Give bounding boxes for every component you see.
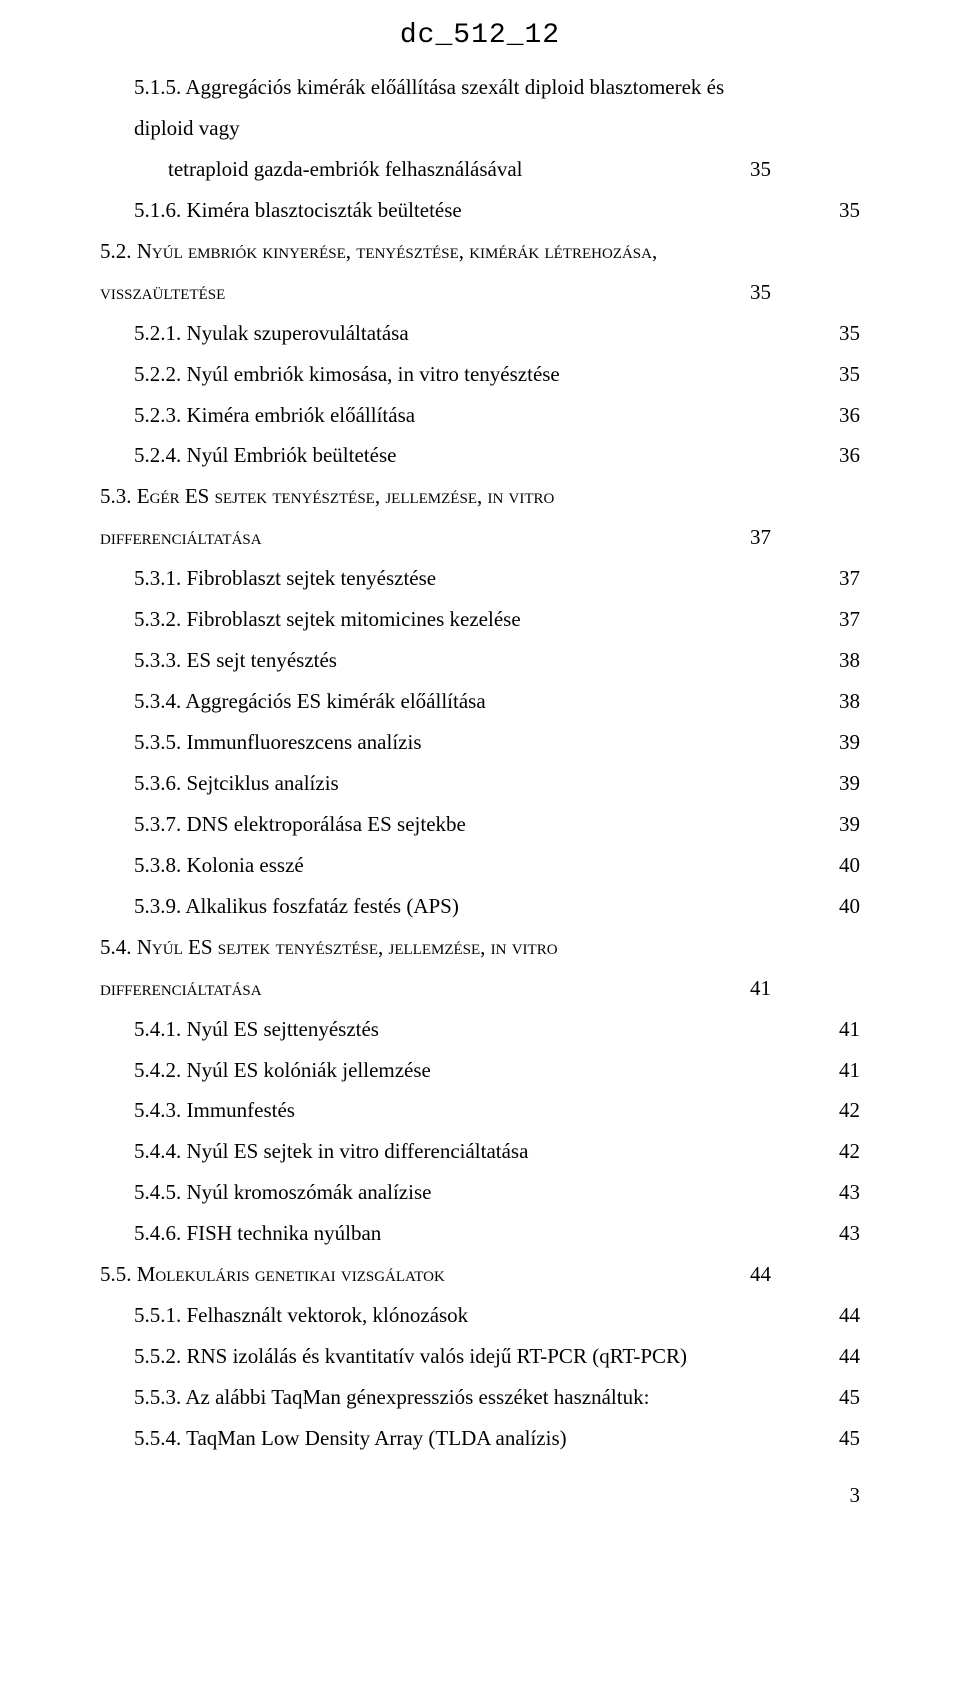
toc-entry-label: 5.3.5. Immunfluoreszcens analízis <box>134 722 750 763</box>
toc-entry: 5.3.1. Fibroblaszt sejtek tenyésztése37 <box>100 558 860 599</box>
toc-entry-page: 45 <box>750 1418 860 1459</box>
toc-entry: 5.3.5. Immunfluoreszcens analízis39 <box>100 722 860 763</box>
toc-entry-label: 5.3.1. Fibroblaszt sejtek tenyésztése <box>134 558 750 599</box>
toc-entry-page: 44 <box>750 1254 860 1295</box>
toc-entry-page: 41 <box>750 1009 860 1050</box>
toc-entry: 5.1.6. Kiméra blasztociszták beültetése3… <box>100 190 860 231</box>
toc-entry-label: 5.4.1. Nyúl ES sejttenyésztés <box>134 1009 750 1050</box>
toc-entry-label: 5.2. Nyúl embriók kinyerése, tenyésztése… <box>100 231 750 272</box>
toc-entry-label: 5.4.2. Nyúl ES kolóniák jellemzése <box>134 1050 750 1091</box>
toc-entry: 5.4.3. Immunfestés42 <box>100 1090 860 1131</box>
toc-entry-label: 5.2.4. Nyúl Embriók beültetése <box>134 435 750 476</box>
toc-entry: 5.5.3. Az alábbi TaqMan génexpressziós e… <box>100 1377 860 1418</box>
toc-entry-label: 5.2.1. Nyulak szuperovuláltatása <box>134 313 750 354</box>
toc-entry-label: 5.4.4. Nyúl ES sejtek in vitro differenc… <box>134 1131 750 1172</box>
toc-entry: 5.5. Molekuláris genetikai vizsgálatok44 <box>100 1254 860 1295</box>
toc-entry-page: 45 <box>750 1377 860 1418</box>
toc-entry: 5.2.4. Nyúl Embriók beültetése36 <box>100 435 860 476</box>
document-page: dc_512_12 5.1.5. Aggregációs kimérák elő… <box>0 0 960 1548</box>
toc-entry-label: 5.3. Egér ES sejtek tenyésztése, jellemz… <box>100 476 750 517</box>
toc-entry: 5.3.7. DNS elektroporálása ES sejtekbe39 <box>100 804 860 845</box>
toc-entry-label: 5.3.6. Sejtciklus analízis <box>134 763 750 804</box>
toc-entry: 5.5.4. TaqMan Low Density Array (TLDA an… <box>100 1418 860 1459</box>
toc-entry-label: 5.3.4. Aggregációs ES kimérák előállítás… <box>134 681 750 722</box>
toc-entry: 5.3.4. Aggregációs ES kimérák előállítás… <box>100 681 860 722</box>
toc-entry-label: 5.4.3. Immunfestés <box>134 1090 750 1131</box>
toc-entry-label: 5.3.2. Fibroblaszt sejtek mitomicines ke… <box>134 599 750 640</box>
document-header: dc_512_12 <box>100 20 860 51</box>
toc-entry: 5.3.6. Sejtciklus analízis39 <box>100 763 860 804</box>
toc-entry: 5.2. Nyúl embriók kinyerése, tenyésztése… <box>100 231 860 272</box>
toc-entry-label: 5.1.5. Aggregációs kimérák előállítása s… <box>134 67 750 149</box>
toc-entry-page: 39 <box>750 804 860 845</box>
toc-entry-page: 42 <box>750 1131 860 1172</box>
toc-entry-label: differenciáltatása <box>100 517 750 558</box>
toc-entry-page: 40 <box>750 845 860 886</box>
toc-entry-page: 35 <box>750 354 860 395</box>
toc-entry-page: 44 <box>750 1336 860 1377</box>
toc-entry: 5.3.8. Kolonia esszé40 <box>100 845 860 886</box>
toc-entry: 5.4.1. Nyúl ES sejttenyésztés41 <box>100 1009 860 1050</box>
toc-entry: 5.1.5. Aggregációs kimérák előállítása s… <box>100 67 860 149</box>
toc-entry-page: 35 <box>750 149 860 190</box>
toc-entry-page: 43 <box>750 1172 860 1213</box>
toc-entry-continuation: tetraploid gazda-embriók felhasználásáva… <box>100 149 860 190</box>
toc-entry-label: 5.3.8. Kolonia esszé <box>134 845 750 886</box>
toc-entry-label: 5.4. Nyúl ES sejtek tenyésztése, jellemz… <box>100 927 750 968</box>
toc-entry-label: tetraploid gazda-embriók felhasználásáva… <box>168 149 750 190</box>
toc-entry-label: 5.5. Molekuláris genetikai vizsgálatok <box>100 1254 750 1295</box>
toc-entry: 5.4.5. Nyúl kromoszómák analízise43 <box>100 1172 860 1213</box>
toc-entry-page: 41 <box>750 1050 860 1091</box>
toc-entry: 5.4.2. Nyúl ES kolóniák jellemzése41 <box>100 1050 860 1091</box>
toc-entry: 5.2.1. Nyulak szuperovuláltatása35 <box>100 313 860 354</box>
toc-entry-label: 5.4.6. FISH technika nyúlban <box>134 1213 750 1254</box>
toc-entry-label: 5.4.5. Nyúl kromoszómák analízise <box>134 1172 750 1213</box>
toc-entry-label: 5.2.2. Nyúl embriók kimosása, in vitro t… <box>134 354 750 395</box>
toc-entry-label: 5.3.7. DNS elektroporálása ES sejtekbe <box>134 804 750 845</box>
toc-entry: 5.5.1. Felhasznált vektorok, klónozások4… <box>100 1295 860 1336</box>
toc-entry-label: 5.5.4. TaqMan Low Density Array (TLDA an… <box>134 1418 750 1459</box>
toc-entry: 5.2.2. Nyúl embriók kimosása, in vitro t… <box>100 354 860 395</box>
toc-entry-page: 38 <box>750 681 860 722</box>
toc-entry-label: 5.5.2. RNS izolálás és kvantitatív valós… <box>134 1336 750 1377</box>
toc-entry-continuation: differenciáltatása37 <box>100 517 860 558</box>
toc-entry: 5.3. Egér ES sejtek tenyésztése, jellemz… <box>100 476 860 517</box>
toc-entry-page: 42 <box>750 1090 860 1131</box>
toc-entry: 5.4.4. Nyúl ES sejtek in vitro differenc… <box>100 1131 860 1172</box>
toc-entry: 5.4.6. FISH technika nyúlban43 <box>100 1213 860 1254</box>
toc-entry-label: 5.3.3. ES sejt tenyésztés <box>134 640 750 681</box>
toc-entry: 5.3.3. ES sejt tenyésztés38 <box>100 640 860 681</box>
toc-entry-page: 39 <box>750 763 860 804</box>
toc-entry-label: differenciáltatása <box>100 968 750 1009</box>
toc-entry-page: 35 <box>750 313 860 354</box>
toc-entry-page: 44 <box>750 1295 860 1336</box>
toc-entry-page: 35 <box>750 190 860 231</box>
page-number: 3 <box>100 1483 860 1508</box>
toc-entry-page: 37 <box>750 517 860 558</box>
toc-entry-page: 41 <box>750 968 860 1009</box>
toc-entry: 5.3.2. Fibroblaszt sejtek mitomicines ke… <box>100 599 860 640</box>
toc-entry-page: 37 <box>750 558 860 599</box>
toc-entry-label: 5.5.1. Felhasznált vektorok, klónozások <box>134 1295 750 1336</box>
toc-entry-label: 5.2.3. Kiméra embriók előállítása <box>134 395 750 436</box>
toc-entry-label: 5.5.3. Az alábbi TaqMan génexpressziós e… <box>134 1377 750 1418</box>
toc-entry-page: 35 <box>750 272 860 313</box>
toc-entry-continuation: differenciáltatása41 <box>100 968 860 1009</box>
toc-entry-continuation: visszaültetése35 <box>100 272 860 313</box>
toc-entry-page: 40 <box>750 886 860 927</box>
toc-entry-page: 36 <box>750 435 860 476</box>
toc-entry-page: 43 <box>750 1213 860 1254</box>
toc-entry-page: 38 <box>750 640 860 681</box>
toc-entry: 5.3.9. Alkalikus foszfatáz festés (APS)4… <box>100 886 860 927</box>
toc-entry-page: 39 <box>750 722 860 763</box>
toc-entry: 5.4. Nyúl ES sejtek tenyésztése, jellemz… <box>100 927 860 968</box>
toc-entry-label: 5.1.6. Kiméra blasztociszták beültetése <box>134 190 750 231</box>
table-of-contents: 5.1.5. Aggregációs kimérák előállítása s… <box>100 67 860 1459</box>
toc-entry-label: visszaültetése <box>100 272 750 313</box>
toc-entry-label: 5.3.9. Alkalikus foszfatáz festés (APS) <box>134 886 750 927</box>
toc-entry-page: 36 <box>750 395 860 436</box>
toc-entry-page: 37 <box>750 599 860 640</box>
toc-entry: 5.5.2. RNS izolálás és kvantitatív valós… <box>100 1336 860 1377</box>
toc-entry: 5.2.3. Kiméra embriók előállítása36 <box>100 395 860 436</box>
